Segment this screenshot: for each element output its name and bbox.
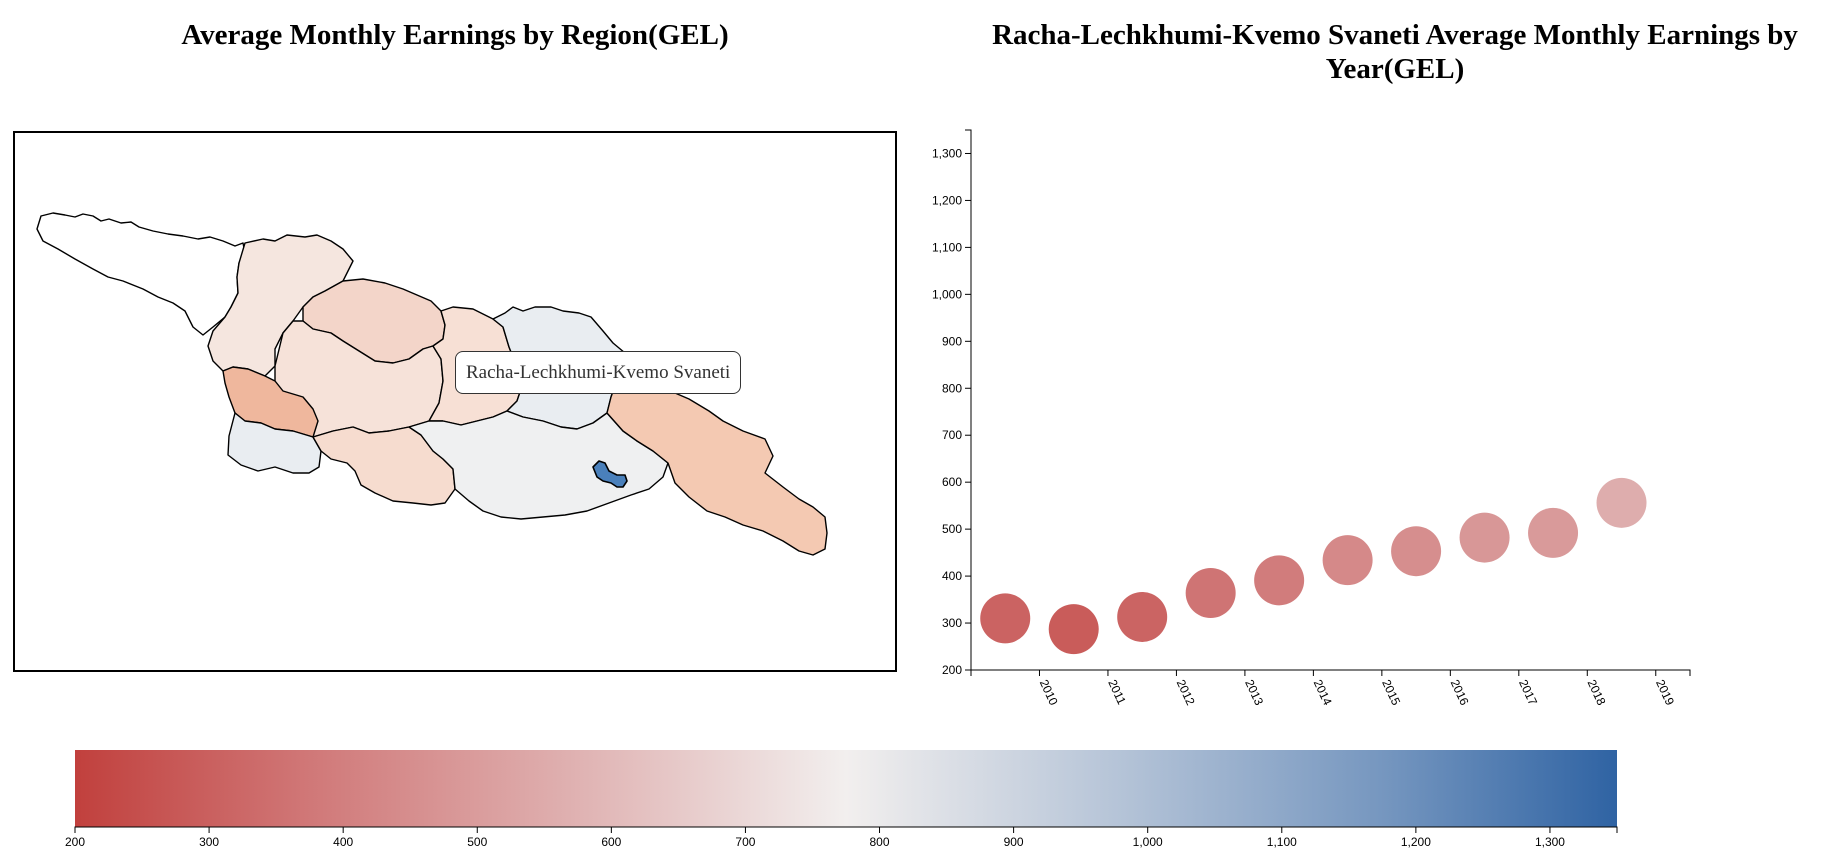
- region-kakheti[interactable]: [606, 352, 828, 556]
- y-tick-label: 1,000: [932, 287, 962, 301]
- y-tick-label: 600: [942, 475, 962, 489]
- legend-tick-label: 1,300: [1535, 835, 1565, 849]
- data-point[interactable]: [1596, 477, 1647, 528]
- y-tick-label: 1,100: [932, 240, 962, 254]
- region-guria[interactable]: [222, 366, 319, 438]
- legend-tick-label: 200: [65, 835, 85, 849]
- x-tick-label: 2015: [1379, 677, 1403, 707]
- y-tick-label: 900: [942, 334, 962, 348]
- legend-axis: 200 300 400 500 600 700 800 900 1,000 1,100 1,200 1…: [65, 826, 1618, 849]
- x-tick-label: 2014: [1311, 677, 1335, 707]
- earnings-scatter-chart: 200 300 400 500 600 700 800 900 1,000 1,100 1,200 1…: [932, 129, 1691, 708]
- data-point[interactable]: [1459, 512, 1510, 563]
- data-point[interactable]: [1117, 591, 1168, 642]
- data-point[interactable]: [1391, 526, 1442, 577]
- region-map: [36, 212, 828, 556]
- map-frame: [13, 131, 897, 672]
- region-samegrelo[interactable]: [207, 234, 354, 377]
- x-tick-label: 2017: [1516, 677, 1540, 707]
- region-tbilisi-highlighted[interactable]: [592, 460, 628, 488]
- data-point[interactable]: [1254, 555, 1305, 606]
- data-point[interactable]: [1048, 604, 1099, 655]
- region-kvemo-kartli[interactable]: [408, 410, 669, 520]
- legend-tick-label: 500: [467, 835, 487, 849]
- legend-tick-label: 300: [199, 835, 219, 849]
- x-tick-label: 2018: [1585, 677, 1609, 707]
- y-tick-label: 700: [942, 428, 962, 442]
- map-title: Average Monthly Earnings by Region(GEL): [181, 19, 729, 51]
- data-point[interactable]: [1185, 567, 1236, 618]
- y-tick-label: 300: [942, 616, 962, 630]
- y-tick-label: 400: [942, 569, 962, 583]
- region-adjara[interactable]: [227, 412, 322, 474]
- x-tick-label: 2012: [1174, 677, 1198, 707]
- x-tick-label: 2019: [1653, 677, 1677, 707]
- legend-tick-label: 800: [870, 835, 890, 849]
- x-tick-label: 2013: [1242, 677, 1266, 707]
- x-tick-label: 2011: [1105, 677, 1129, 707]
- y-tick-label: 1,300: [932, 146, 962, 160]
- legend-tick-label: 1,000: [1133, 835, 1163, 849]
- legend-tick-label: 1,100: [1267, 835, 1297, 849]
- chart-title: Racha-Lechkhumi-Kvemo Svaneti Average Mo…: [992, 19, 1798, 85]
- legend-tick-label: 600: [601, 835, 621, 849]
- legend-tick-label: 1,200: [1401, 835, 1431, 849]
- legend-tick-label: 900: [1004, 835, 1024, 849]
- region-tooltip: Racha-Lechkhumi-Kvemo Svaneti: [455, 351, 742, 394]
- y-axis: 200 300 400 500 600 700 800 900 1,000 1,100 1,200 1…: [932, 129, 972, 677]
- region-samtskhe[interactable]: [312, 426, 456, 506]
- scatter-points: [980, 477, 1647, 655]
- x-tick-label: 2010: [1037, 677, 1061, 707]
- y-tick-label: 800: [942, 381, 962, 395]
- legend-tick-label: 400: [333, 835, 353, 849]
- y-tick-label: 200: [942, 663, 962, 677]
- y-tick-label: 1,200: [932, 193, 962, 207]
- y-tick-label: 500: [942, 522, 962, 536]
- legend-gradient-bar: [75, 750, 1617, 827]
- data-point[interactable]: [1528, 507, 1579, 558]
- x-axis: 2010 2011 2012 2013 2014 2015 2016 2017 2018 2019: [970, 669, 1691, 708]
- color-legend: 200 300 400 500 600 700 800 900 1,000 1,100 1,200 1…: [65, 750, 1618, 849]
- region-abkhazia[interactable]: [36, 212, 246, 336]
- data-point[interactable]: [1322, 535, 1373, 586]
- legend-tick-label: 700: [735, 835, 755, 849]
- x-tick-label: 2016: [1448, 677, 1472, 707]
- data-point[interactable]: [980, 593, 1031, 644]
